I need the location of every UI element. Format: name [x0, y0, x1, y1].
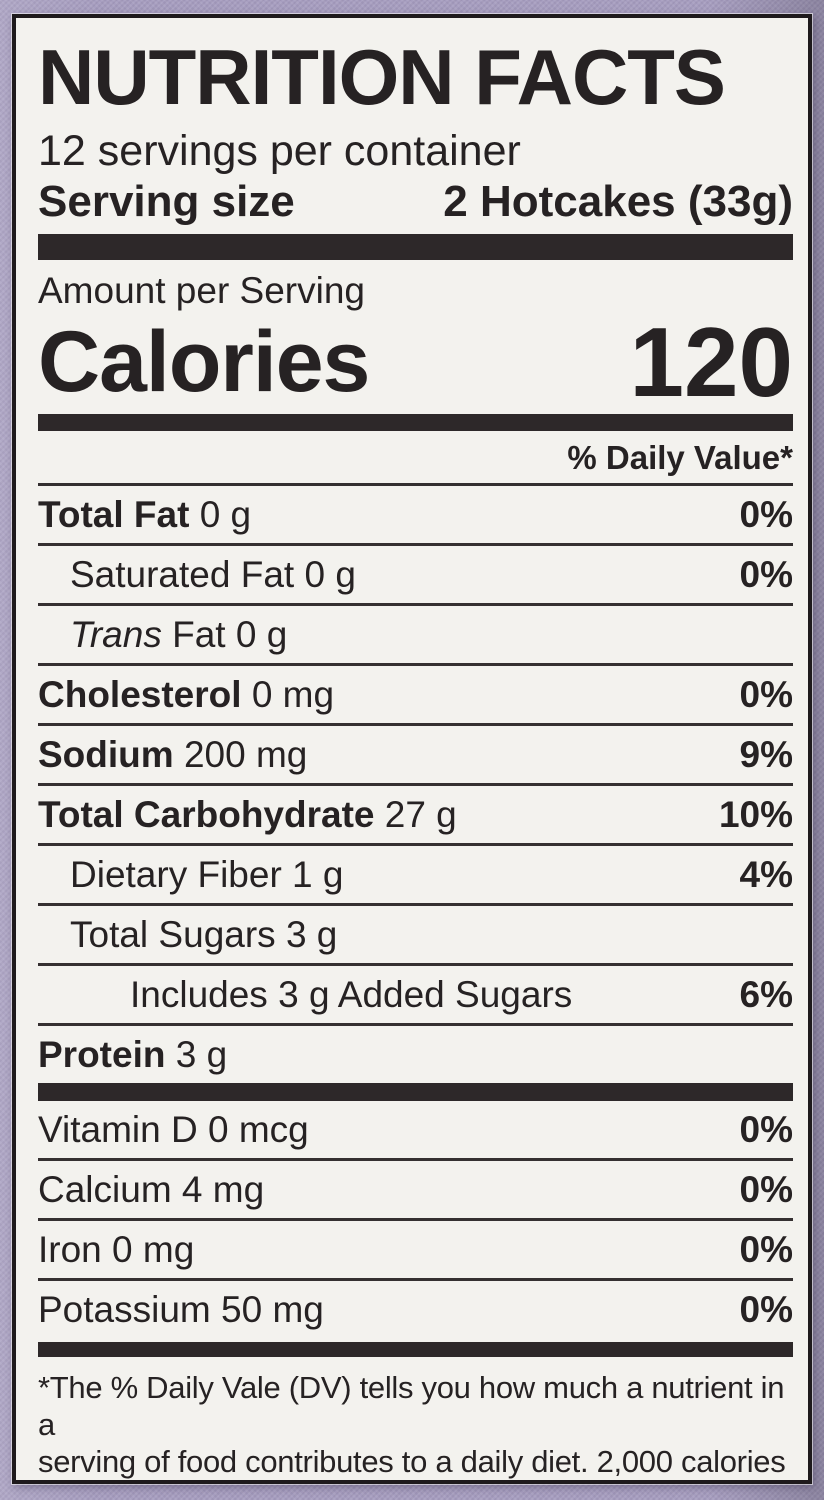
nutrient-row: Dietary Fiber 1 g 4% [38, 846, 793, 903]
nutrient-row: Potassium 50 mg 0% [38, 1281, 793, 1338]
daily-value-percent: 0% [739, 1228, 793, 1270]
daily-value-percent: 0% [739, 493, 793, 535]
section-divider-bar [38, 1342, 793, 1357]
serving-size-label: Serving size [38, 177, 295, 226]
daily-value-percent: 0% [739, 1288, 793, 1330]
amount-per-serving-label: Amount per Serving [38, 270, 366, 311]
daily-value-percent: 10% [718, 793, 793, 835]
row-separator [38, 963, 793, 966]
nutrient-name: Sodium 200 mg [38, 733, 308, 775]
serving-size-value: 2 Hotcakes (33g) [443, 177, 793, 226]
row-separator [38, 543, 793, 546]
nutrient-name: Protein 3 g [38, 1033, 228, 1075]
daily-value-percent: 0% [739, 1108, 793, 1150]
footnote-line: serving of food contributes to a daily d… [38, 1444, 786, 1479]
row-separator [38, 1278, 793, 1281]
nutrient-row: Total Carbohydrate 27 g 10% [38, 786, 793, 843]
nutrient-row: Protein 3 g [38, 1026, 793, 1083]
nutrient-name: Trans Fat 0 g [70, 613, 288, 655]
row-separator [38, 1218, 793, 1221]
row-separator [38, 903, 793, 906]
nutrient-row: Vitamin D 0 mcg 0% [38, 1101, 793, 1158]
serving-size-row: Serving size 2 Hotcakes (33g) [38, 176, 793, 228]
calories-label: Calories [38, 313, 370, 410]
nutrient-name: Dietary Fiber 1 g [70, 853, 344, 895]
nutrition-facts-label: NUTRITION FACTS 12 servings per containe… [12, 14, 812, 1484]
nutrient-row: Total Fat 0 g 0% [38, 486, 793, 543]
nutrient-name: Cholesterol 0 mg [38, 673, 335, 715]
daily-value-percent: 6% [739, 973, 793, 1015]
section-divider-bar [38, 1083, 793, 1101]
nutrient-row: Saturated Fat 0 g 0% [38, 546, 793, 603]
nutrient-row: Includes 3 g Added Sugars 6% [38, 966, 793, 1023]
row-separator [38, 483, 793, 486]
daily-value-percent: 4% [739, 853, 793, 895]
nutrient-name: Calcium 4 mg [38, 1168, 265, 1210]
nutrient-name: Iron 0 mg [38, 1228, 195, 1270]
label-title: NUTRITION FACTS [38, 33, 726, 121]
calories-row: Calories 120 [38, 307, 793, 417]
nutrient-row: Sodium 200 mg 9% [38, 726, 793, 783]
daily-value-percent: 9% [739, 733, 793, 775]
nutrient-name: Potassium 50 mg [38, 1288, 324, 1330]
daily-value-header: % Daily Value* [567, 439, 793, 476]
nutrient-row: Cholesterol 0 mg 0% [38, 666, 793, 723]
calories-value: 120 [629, 306, 793, 417]
daily-value-footnote: *The % Daily Vale (DV) tells you how muc… [38, 1369, 793, 1484]
nutrient-row: Trans Fat 0 g [38, 606, 793, 663]
row-separator [38, 663, 793, 666]
row-separator [38, 723, 793, 726]
row-separator [38, 1023, 793, 1026]
nutrient-row: Total Sugars 3 g [38, 906, 793, 963]
nutrient-rows-main: Total Fat 0 g 0% Saturated Fat 0 g 0% Trans … [38, 486, 793, 1083]
row-separator [38, 603, 793, 606]
nutrient-name: Total Sugars 3 g [70, 913, 338, 955]
section-divider-bar [38, 234, 793, 260]
daily-value-percent: 0% [739, 1168, 793, 1210]
row-separator [38, 1158, 793, 1161]
row-separator [38, 843, 793, 846]
row-separator [38, 783, 793, 786]
daily-value-percent: 0% [739, 673, 793, 715]
nutrient-name: Total Carbohydrate 27 g [38, 793, 457, 835]
daily-value-percent: 0% [739, 553, 793, 595]
servings-per-container: 12 servings per container [38, 127, 521, 175]
section-divider-bar [38, 414, 793, 431]
nutrient-name: Saturated Fat 0 g [70, 553, 356, 595]
nutrient-row: Calcium 4 mg 0% [38, 1161, 793, 1218]
nutrient-name: Vitamin D 0 mcg [38, 1108, 309, 1150]
nutrient-rows-vitamins: Vitamin D 0 mcg 0% Calcium 4 mg 0% Iron 0 mg… [38, 1101, 793, 1338]
nutrient-name: Includes 3 g Added Sugars [130, 973, 573, 1015]
footnote-line: *The % Daily Vale (DV) tells you how muc… [38, 1370, 785, 1442]
nutrient-row: Iron 0 mg 0% [38, 1221, 793, 1278]
nutrient-name: Total Fat 0 g [38, 493, 252, 535]
footnote-line: a day is used for general nutrition advi… [38, 1480, 793, 1484]
